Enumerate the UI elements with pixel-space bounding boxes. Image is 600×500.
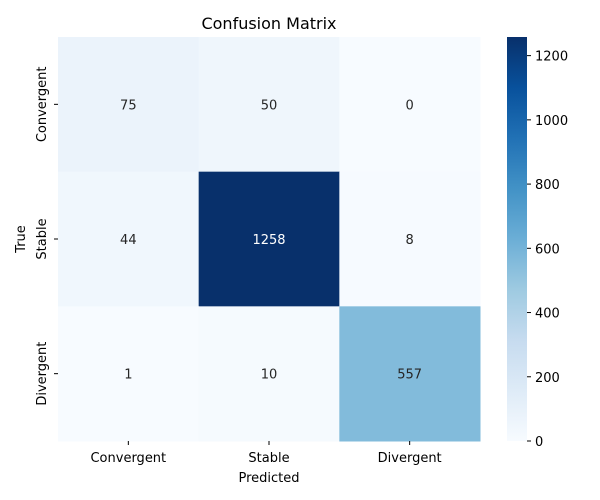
heatmap-cell — [339, 306, 481, 442]
x-tick-label: Stable — [248, 451, 289, 466]
colorbar-tick-label: 1200 — [535, 50, 568, 65]
x-axis-label: Predicted — [238, 471, 299, 486]
y-tick-label: Divergent — [35, 342, 50, 406]
cell-value-label: 75 — [120, 98, 137, 113]
heatmap-cell-labels: 75 50 0 44 1258 8 1 10 557 — [120, 98, 422, 382]
y-tick-label: Convergent — [35, 66, 50, 142]
colorbar-tick-label: 800 — [535, 178, 560, 193]
colorbar-tick-label: 0 — [535, 435, 543, 450]
cell-value-label: 1 — [124, 368, 132, 383]
heatmap-cell — [58, 171, 200, 307]
cell-value-label: 557 — [397, 368, 422, 383]
colorbar — [507, 37, 527, 441]
heatmap-cells — [58, 37, 481, 442]
x-tick-label: Convergent — [90, 451, 166, 466]
heatmap-cell — [198, 171, 340, 307]
chart-title: Confusion Matrix — [201, 14, 336, 33]
heatmap-cell — [58, 306, 200, 442]
y-axis-label: True — [14, 225, 29, 254]
colorbar-tick-label: 400 — [535, 307, 560, 322]
cell-value-label: 0 — [406, 98, 414, 113]
y-tick-label: Stable — [35, 218, 50, 259]
cell-value-label: 44 — [120, 233, 137, 248]
x-axis-ticks: Convergent Stable Divergent — [90, 441, 442, 466]
heatmap-cell — [198, 37, 340, 173]
colorbar-tick-label: 600 — [535, 242, 560, 257]
cell-value-label: 8 — [406, 233, 414, 248]
heatmap-cell — [339, 37, 481, 173]
y-axis-ticks: Convergent Stable Divergent — [35, 66, 58, 406]
heatmap-cell — [58, 37, 200, 173]
x-tick-label: Divergent — [378, 451, 442, 466]
colorbar-tick-label: 1000 — [535, 114, 568, 129]
heatmap-cell — [339, 171, 481, 307]
heatmap-cell — [198, 306, 340, 442]
colorbar-tick-label: 200 — [535, 371, 560, 386]
cell-value-label: 10 — [261, 368, 278, 383]
cell-value-label: 1258 — [252, 233, 285, 248]
cell-value-label: 50 — [261, 98, 278, 113]
colorbar-ticks: 0 200 400 600 800 1000 1200 — [527, 50, 568, 450]
